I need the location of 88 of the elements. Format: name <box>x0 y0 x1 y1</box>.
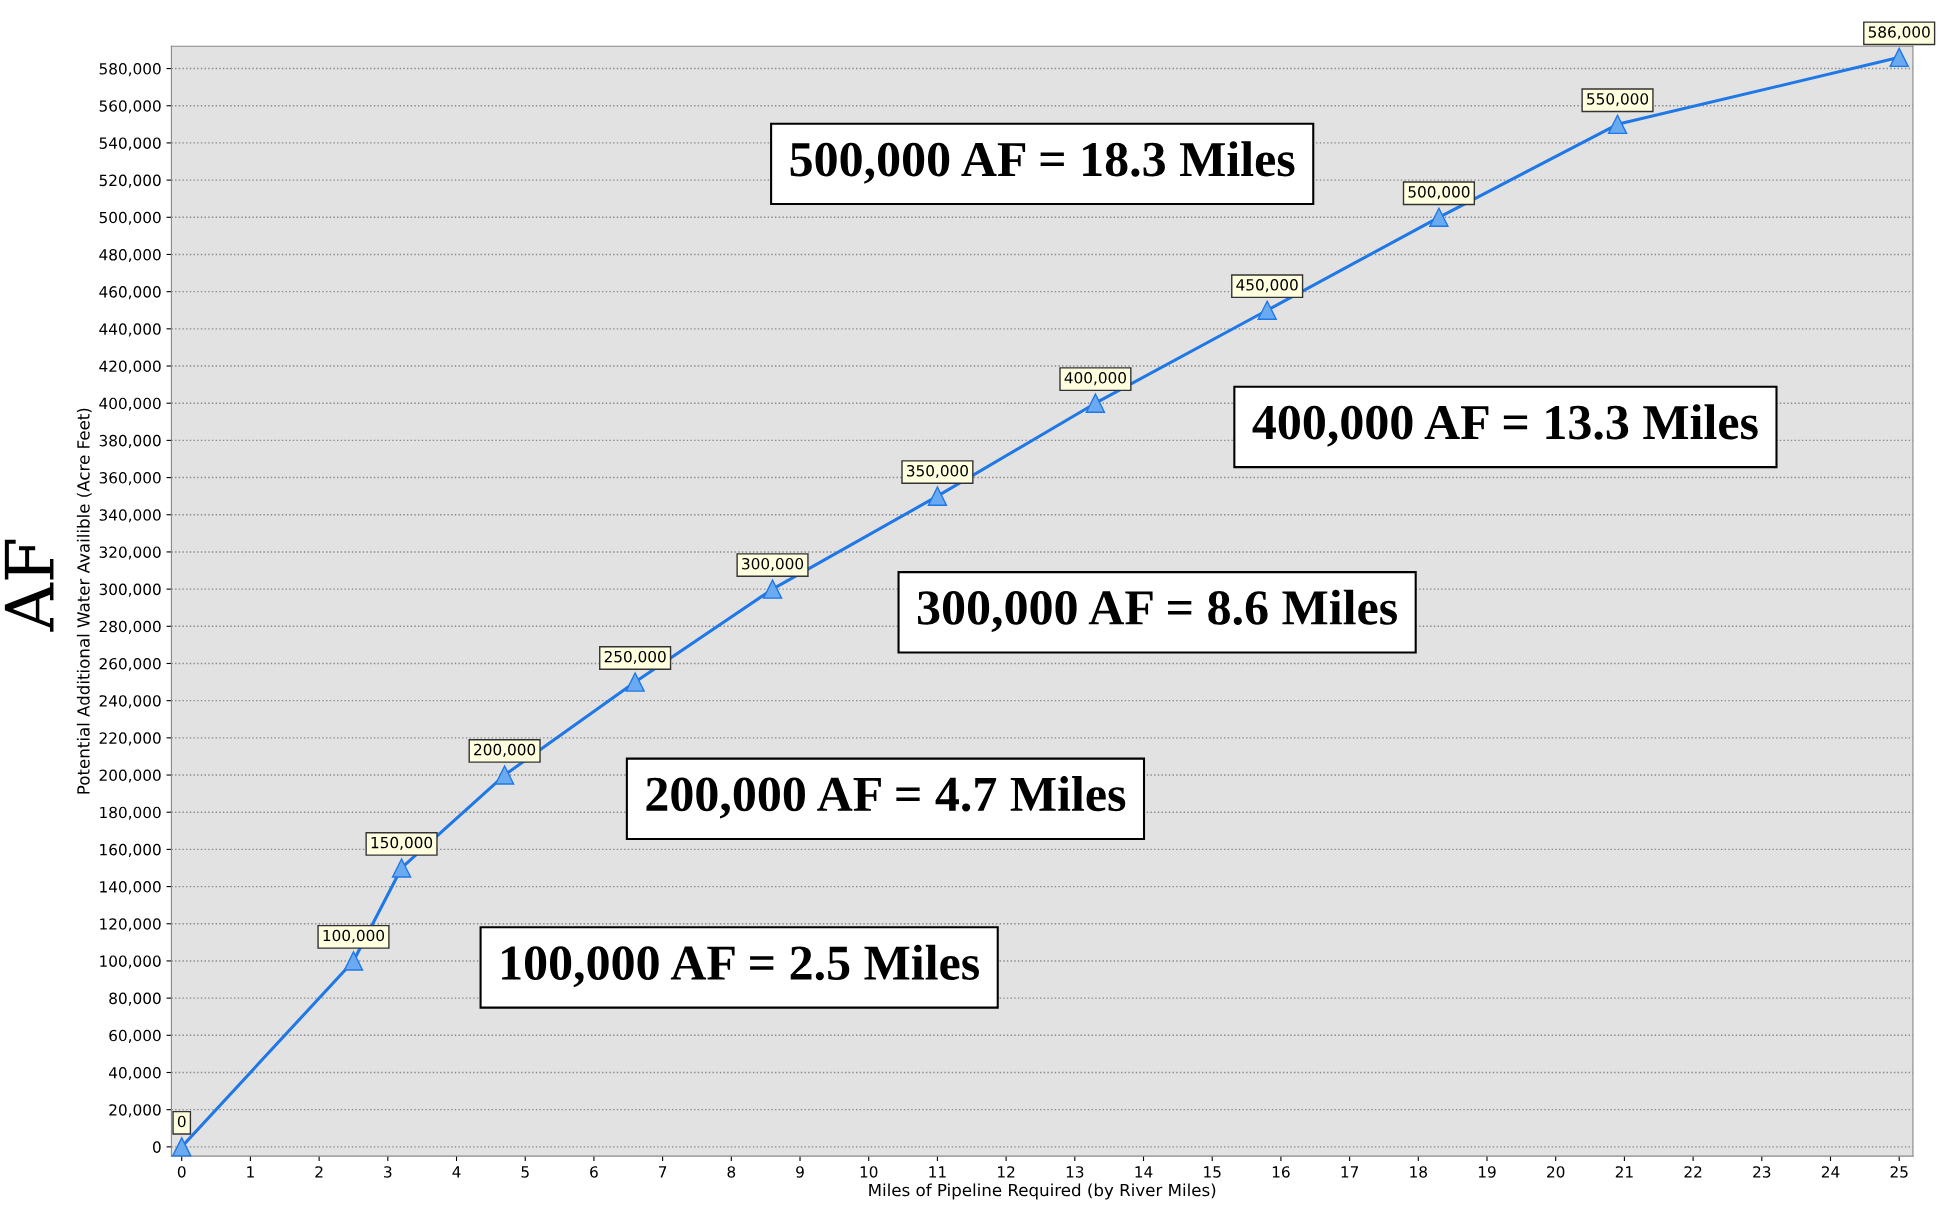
x-tick-label: 22 <box>1684 1166 1702 1178</box>
x-tick-label: 11 <box>929 1166 946 1178</box>
point <box>1257 300 1277 320</box>
point <box>172 1137 192 1157</box>
x-tick-label: 5 <box>521 1166 529 1178</box>
y-tick-label: 420,000 <box>99 360 161 374</box>
y-tick-label: 580,000 <box>99 63 161 77</box>
x-tick-label: 10 <box>860 1166 878 1178</box>
x-tick-label: 0 <box>177 1166 186 1178</box>
x-tick-label: 4 <box>452 1166 461 1178</box>
x-tick-label: 13 <box>1066 1166 1084 1178</box>
y-tick-label: 520,000 <box>99 174 161 188</box>
y-tick-label: 540,000 <box>99 137 161 151</box>
y-tick-label: 480,000 <box>99 248 161 263</box>
y-tick-label: 440,000 <box>99 323 161 337</box>
y-tick-label: 20,000 <box>109 1104 161 1118</box>
y-tick-label: 500,000 <box>99 211 161 225</box>
y-tick-label: 260,000 <box>99 657 161 672</box>
point <box>391 858 412 878</box>
x-axis-title: Miles of Pipeline Required (by River Miles) <box>869 1183 1216 1200</box>
x-tick-label: 12 <box>998 1166 1015 1178</box>
data-label: 586,000 <box>1868 26 1930 40</box>
y-tick-label: 220,000 <box>99 732 161 746</box>
y-tick-label: 40,000 <box>108 1066 161 1081</box>
y-tick-label: 120,000 <box>100 918 161 932</box>
y-tick-label: 460,000 <box>99 286 161 300</box>
annotation: 100,000 AF = 2.5 Miles <box>502 944 979 988</box>
data-label: 300,000 <box>742 557 804 572</box>
data-label: 450,000 <box>1236 279 1298 293</box>
x-tick-label: 6 <box>590 1166 598 1178</box>
x-tick-label: 23 <box>1753 1166 1771 1178</box>
y-tick-label: 320,000 <box>99 546 161 560</box>
y-tick-label: 280,000 <box>99 620 161 634</box>
annotation: 500,000 AF = 18.3 Miles <box>790 141 1295 184</box>
x-tick-label: 20 <box>1547 1166 1565 1178</box>
y-tick-label: 380,000 <box>99 434 161 448</box>
x-tick-label: 8 <box>727 1166 736 1178</box>
x-tick-label: 18 <box>1410 1166 1427 1178</box>
y-tick-label: 240,000 <box>99 695 161 709</box>
point <box>343 951 364 971</box>
y-tick-label: 340,000 <box>99 509 161 523</box>
point <box>927 486 948 506</box>
y-tick-label: 140,000 <box>100 881 161 895</box>
annotation: 200,000 AF = 4.7 Miles <box>646 776 1126 819</box>
point <box>494 765 515 785</box>
data-label: 250,000 <box>604 650 666 664</box>
y-tick-label: 560,000 <box>99 100 161 114</box>
x-tick-label: 15 <box>1204 1166 1221 1178</box>
text: AF <box>4 539 54 632</box>
x-tick-label: 19 <box>1478 1166 1496 1178</box>
data-label: 150,000 <box>371 836 433 850</box>
data-label: 500,000 <box>1408 186 1470 200</box>
x-tick-label: 21 <box>1615 1166 1633 1178</box>
point <box>1429 207 1449 228</box>
point <box>1889 47 1909 68</box>
x-tick-label: 2 <box>315 1166 323 1178</box>
y-tick-label: 60,000 <box>109 1029 161 1043</box>
y-tick-label: 400,000 <box>99 397 161 411</box>
x-tick-label: 24 <box>1821 1166 1840 1178</box>
data-label: 0 <box>177 1115 186 1128</box>
x-tick-label: 7 <box>659 1166 667 1178</box>
x-tick-label: 1 <box>247 1166 254 1178</box>
x-tick-label: 9 <box>796 1166 804 1178</box>
y-tick-label: 160,000 <box>100 843 161 857</box>
annotation: 400,000 AF = 13.3 Miles <box>1252 404 1758 447</box>
y-axis-title: Potential Additional Water Availible (Acre Feet) <box>76 408 92 794</box>
y-tick-label: 360,000 <box>99 472 161 486</box>
x-tick-label: 25 <box>1890 1166 1908 1178</box>
data-label: 550,000 <box>1587 93 1649 107</box>
point <box>762 579 783 599</box>
point <box>1085 393 1106 413</box>
y-tick-label: 100,000 <box>100 955 161 969</box>
y-tick-label: 300,000 <box>99 583 161 597</box>
data-label: 200,000 <box>474 743 536 757</box>
y-tick-label: 80,000 <box>109 992 161 1006</box>
data-label: 350,000 <box>906 464 968 479</box>
point <box>625 672 645 692</box>
y-tick-label: 200,000 <box>99 769 161 783</box>
x-tick-label: 17 <box>1341 1166 1359 1178</box>
x-tick-label: 3 <box>384 1166 392 1178</box>
x-tick-label: 16 <box>1272 1166 1290 1178</box>
y-tick-label: 0 <box>152 1141 161 1153</box>
point <box>1607 114 1628 135</box>
data-label: 100,000 <box>323 929 385 943</box>
y-tick-label: 180,000 <box>100 806 161 820</box>
data-label: 400,000 <box>1064 372 1126 386</box>
x-tick-label: 14 <box>1135 1166 1153 1178</box>
annotation: 300,000 AF = 8.6 Miles <box>917 589 1397 633</box>
